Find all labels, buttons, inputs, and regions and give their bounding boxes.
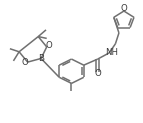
Text: O: O <box>22 58 29 67</box>
Text: O: O <box>46 41 52 50</box>
Text: O: O <box>94 69 101 78</box>
Text: NH: NH <box>105 48 118 57</box>
Text: B: B <box>38 54 44 63</box>
Text: O: O <box>121 4 127 13</box>
